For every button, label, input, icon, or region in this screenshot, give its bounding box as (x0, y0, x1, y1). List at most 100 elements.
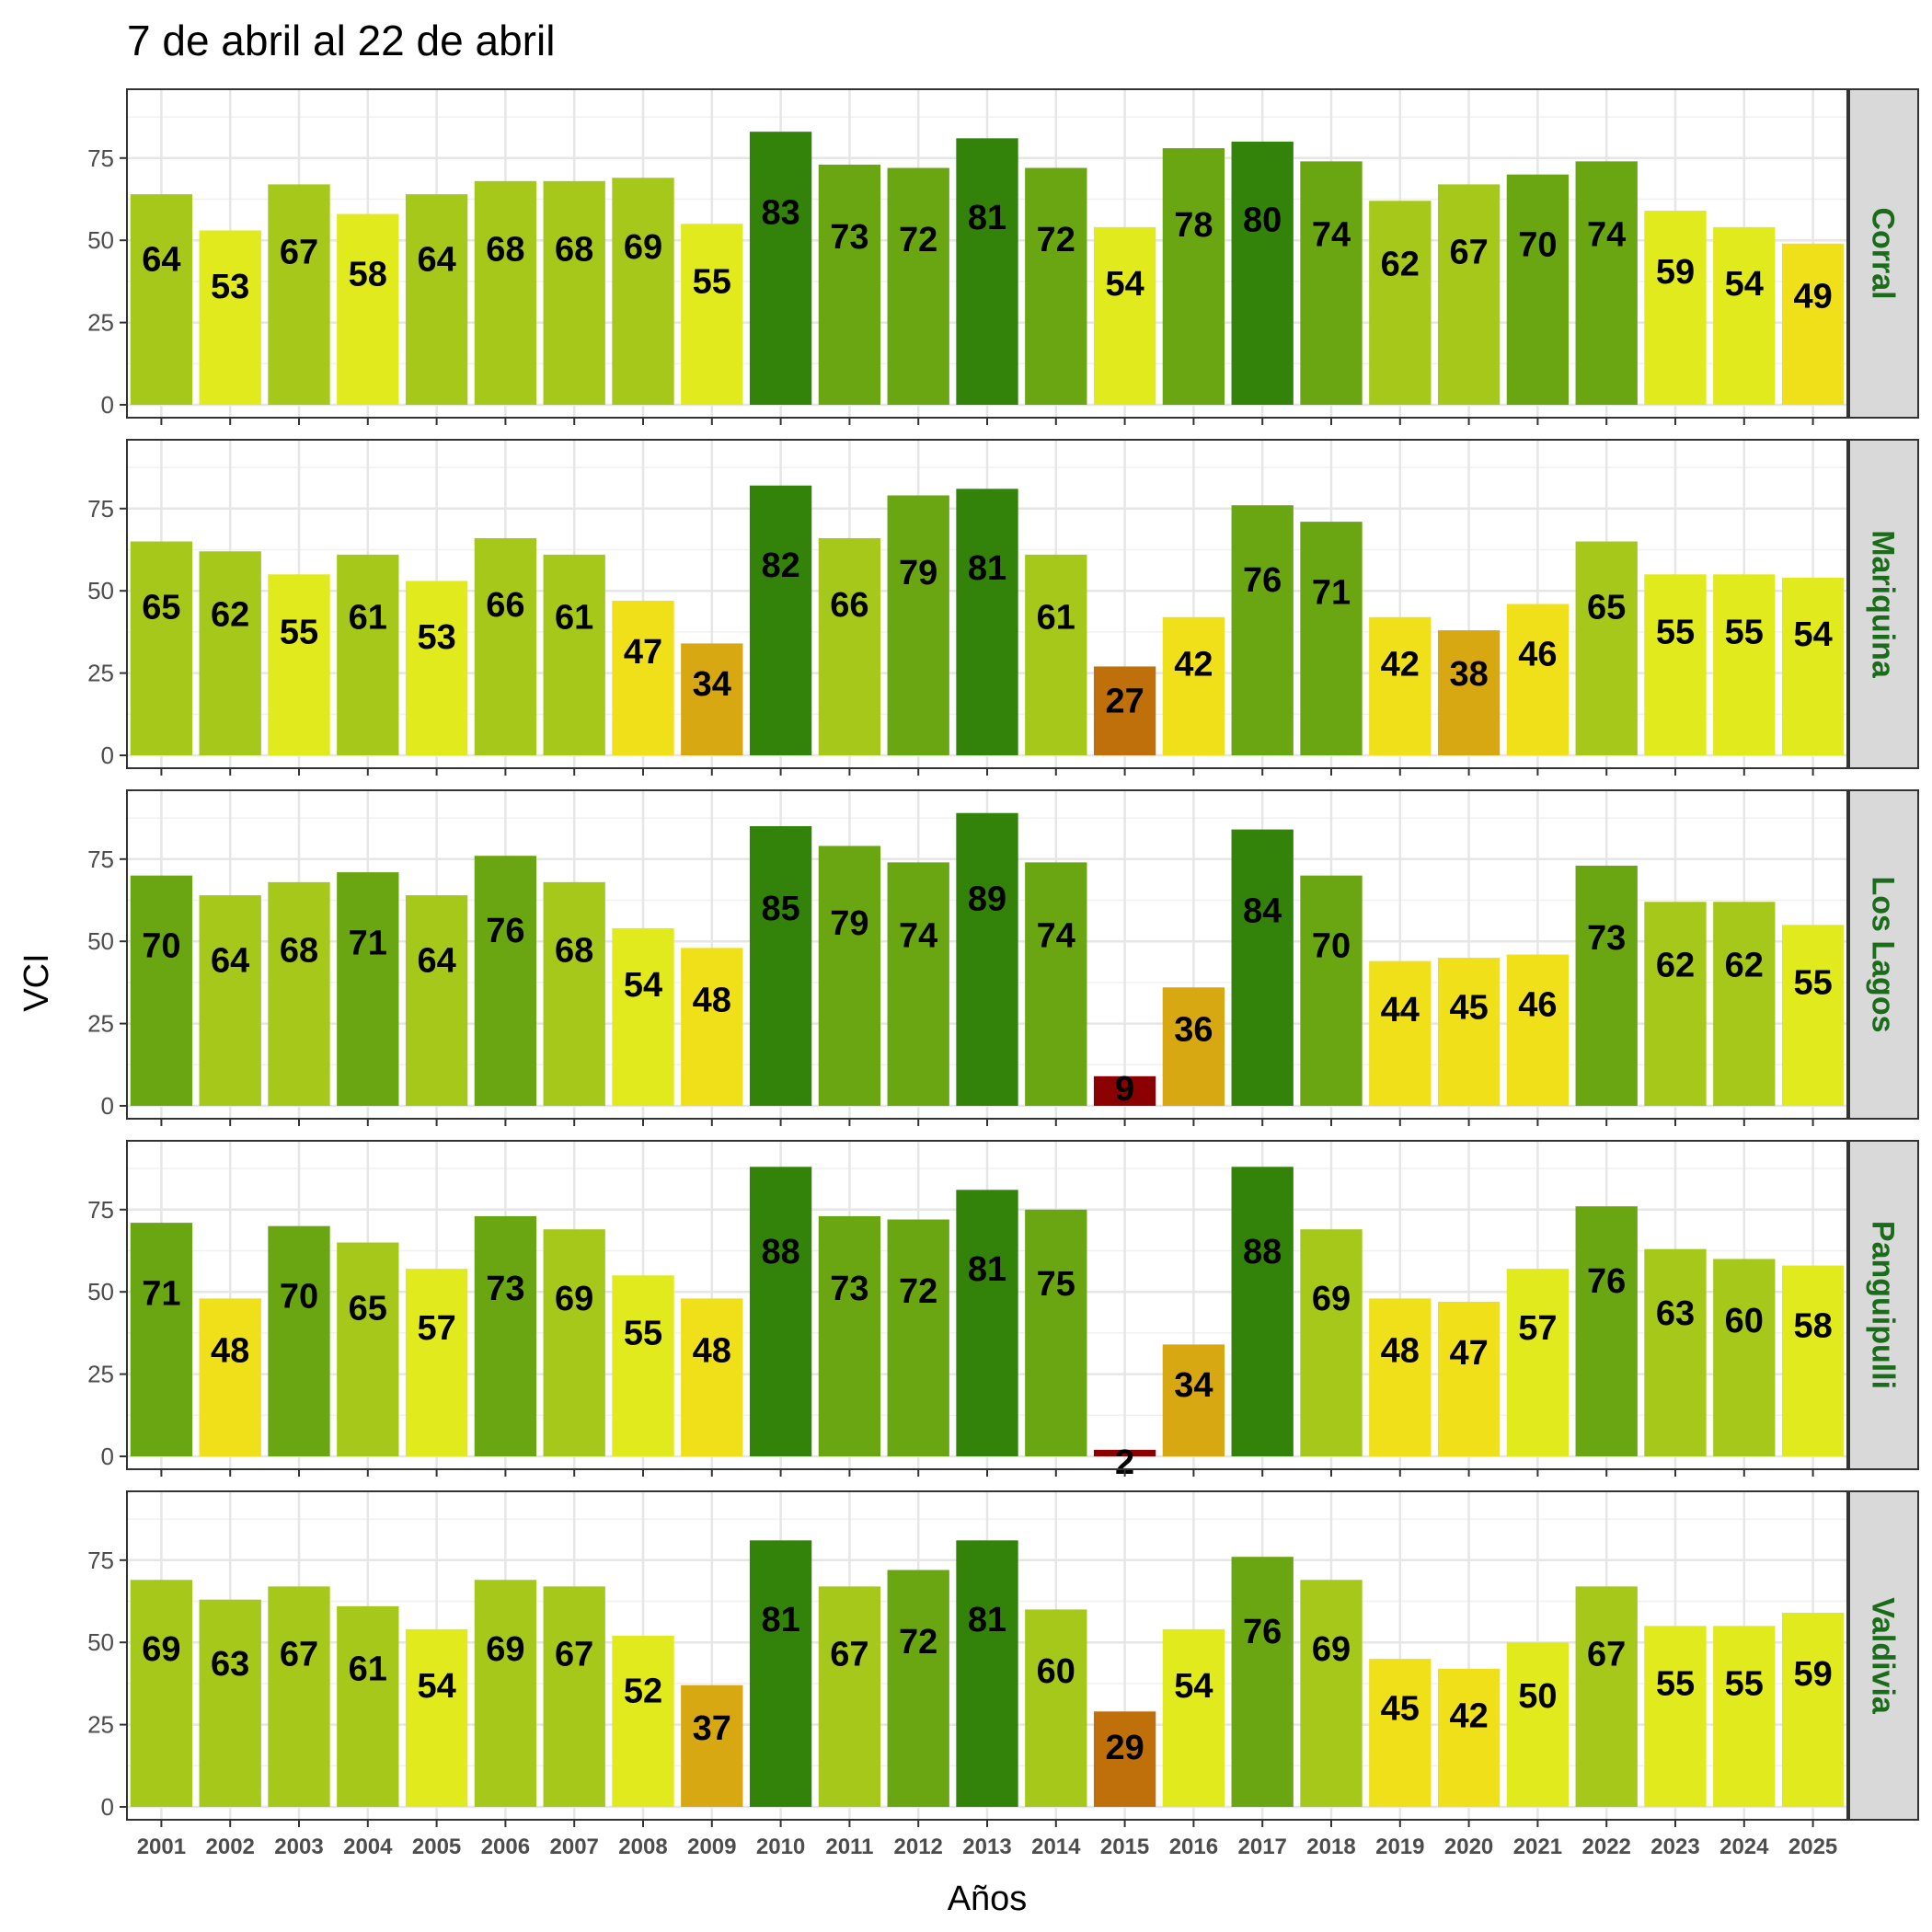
bar-value-label: 74 (899, 917, 937, 956)
bar (1093, 1711, 1156, 1807)
bar-value-label: 46 (1518, 986, 1557, 1025)
x-tick-label: 2020 (1444, 1834, 1493, 1859)
bar-value-label: 80 (1243, 201, 1282, 239)
bar-value-label: 27 (1105, 683, 1144, 721)
x-tick-label: 2004 (343, 1834, 393, 1859)
bar (1025, 167, 1087, 406)
bar-value-label: 75 (1037, 1265, 1075, 1304)
bar (543, 881, 605, 1106)
bar (1437, 958, 1501, 1106)
bar (1713, 574, 1776, 755)
bar (405, 895, 468, 1106)
bar (1162, 616, 1225, 755)
bar-value-label: 69 (486, 1630, 524, 1669)
bar (1781, 1265, 1845, 1456)
bar (1437, 184, 1501, 405)
bar-value-label: 60 (1037, 1652, 1075, 1691)
y-tick-label: 25 (87, 1711, 114, 1739)
x-tick-label: 2021 (1513, 1834, 1562, 1859)
bar (818, 537, 881, 755)
bar-value-label: 85 (761, 890, 799, 928)
bar-value-label: 76 (1243, 1613, 1282, 1651)
bar (1369, 1298, 1432, 1456)
bar-value-label: 67 (1587, 1635, 1626, 1673)
bar-value-label: 55 (624, 1314, 662, 1352)
bar-value-label: 72 (899, 221, 937, 259)
bar (1575, 865, 1638, 1106)
bar-value-label: 74 (1037, 917, 1075, 956)
bar-value-label: 78 (1174, 206, 1213, 245)
bar-value-label: 73 (830, 1270, 868, 1308)
bar (130, 1580, 193, 1807)
bar (887, 1219, 949, 1456)
y-tick-label: 0 (101, 1092, 114, 1120)
bar (749, 485, 812, 755)
bar (1300, 161, 1363, 405)
y-tick-label: 75 (87, 845, 114, 873)
bar-value-label: 72 (899, 1623, 937, 1662)
bar-value-label: 82 (761, 546, 799, 585)
bar-value-label: 61 (1037, 598, 1075, 637)
bar-value-label: 42 (1381, 645, 1420, 684)
bar-value-label: 84 (1243, 892, 1282, 931)
bar (681, 948, 743, 1106)
bar-value-label: 69 (624, 228, 662, 267)
bar (130, 1223, 193, 1456)
bar (199, 230, 261, 405)
bar (1231, 141, 1294, 406)
bar-value-label: 64 (417, 941, 455, 980)
bar (1025, 554, 1087, 755)
bar-value-label: 73 (486, 1270, 524, 1308)
bar-value-label: 69 (555, 1280, 593, 1318)
bar (1300, 1580, 1363, 1807)
facet-strip (1848, 88, 1919, 419)
bar (474, 1215, 537, 1456)
bar-value-label: 38 (1449, 655, 1488, 694)
bar-value-label: 71 (1312, 574, 1351, 613)
bar (956, 1540, 1018, 1807)
bar (1713, 1259, 1776, 1456)
bar (1781, 1613, 1845, 1807)
bar-value-label: 81 (968, 1601, 1006, 1639)
bar-value-label: 64 (211, 941, 249, 980)
bar (1369, 960, 1432, 1106)
bar (749, 1540, 812, 1807)
bar-value-label: 67 (280, 233, 318, 271)
bar-value-label: 49 (1793, 278, 1832, 316)
bar (1506, 1642, 1570, 1807)
bar-value-label: 62 (211, 596, 249, 635)
bar (1437, 1301, 1501, 1456)
bar-value-label: 9 (1115, 1070, 1134, 1109)
bar (612, 927, 674, 1106)
y-tick-label: 25 (87, 1010, 114, 1038)
bar (1781, 577, 1845, 755)
bar (130, 875, 193, 1106)
bar (956, 1190, 1018, 1456)
bar-value-label: 62 (1725, 947, 1764, 985)
bar-value-label: 55 (280, 613, 318, 651)
y-tick-label: 75 (87, 495, 114, 523)
bar-value-label: 81 (761, 1601, 799, 1639)
y-axis-label: VCI (17, 953, 56, 1011)
bar-value-label: 48 (211, 1331, 249, 1370)
bar-value-label: 68 (555, 932, 593, 971)
y-tick-label: 0 (101, 391, 114, 419)
bar-value-label: 63 (211, 1645, 249, 1684)
bar-value-label: 67 (830, 1635, 868, 1673)
bar (337, 554, 399, 755)
x-tick-label: 2007 (550, 1834, 599, 1859)
bar-value-label: 59 (1656, 253, 1695, 292)
x-tick-label: 2013 (962, 1834, 1011, 1859)
bar-value-label: 68 (555, 231, 593, 270)
x-tick-label: 2012 (894, 1834, 943, 1859)
bar-value-label: 47 (624, 633, 662, 672)
bar-value-label: 70 (1518, 225, 1557, 264)
bar (130, 194, 193, 405)
bar-value-label: 45 (1381, 1689, 1420, 1728)
bar (956, 489, 1018, 755)
bar (1369, 616, 1432, 755)
y-tick-label: 75 (87, 1547, 114, 1574)
bar (1300, 522, 1363, 755)
bar-value-label: 61 (555, 598, 593, 637)
